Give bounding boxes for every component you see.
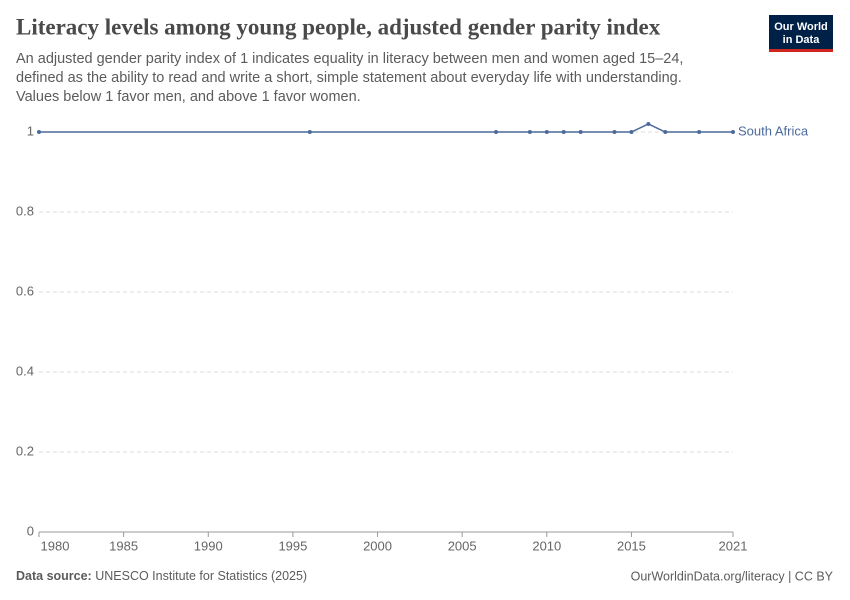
y-tick-label: 0.4 xyxy=(16,363,34,378)
x-tick-label: 1985 xyxy=(109,538,138,553)
logo-text: in Data xyxy=(783,34,821,46)
point xyxy=(494,130,499,134)
source: Data source: UNESCO Institute for Statis… xyxy=(16,569,307,583)
x-tick-label: 2010 xyxy=(532,538,561,553)
line xyxy=(39,123,733,133)
x-tick-label: 1995 xyxy=(278,538,307,553)
point xyxy=(646,122,651,126)
x-tick-label: 2005 xyxy=(448,538,477,553)
x-tick-label: 2021 xyxy=(719,538,748,553)
point xyxy=(561,130,566,134)
subtitle-line: Values below 1 favor men, and above 1 fa… xyxy=(16,89,361,105)
point xyxy=(612,130,617,134)
logo-bar xyxy=(769,49,833,52)
point xyxy=(37,130,41,134)
point xyxy=(307,130,312,134)
point xyxy=(663,130,668,134)
point xyxy=(527,130,532,134)
point xyxy=(544,130,549,134)
logo[interactable] xyxy=(769,15,833,52)
x-tick-label: 1990 xyxy=(194,538,223,553)
logo-text: Our World xyxy=(774,21,828,33)
y-tick-label: 1 xyxy=(27,123,34,138)
series-label: South Africa xyxy=(738,123,809,138)
point xyxy=(629,130,634,134)
y-tick-label: 0 xyxy=(27,523,34,538)
x-tick-label: 2000 xyxy=(363,538,392,553)
y-tick-label: 0.2 xyxy=(16,443,34,458)
source-text: UNESCO Institute for Statistics (2025) xyxy=(95,569,307,583)
source-link[interactable]: OurWorldinData.org/literacy | CC BY xyxy=(631,569,834,583)
subtitle-line: defined as the ability to read and write… xyxy=(16,70,682,86)
point xyxy=(578,130,583,134)
subtitle-line: An adjusted gender parity index of 1 ind… xyxy=(16,51,683,67)
chart-title: Literacy levels among young people, adju… xyxy=(16,14,661,39)
point xyxy=(697,130,702,134)
x-tick-label: 2015 xyxy=(617,538,646,553)
x-tick-label: 1980 xyxy=(41,538,70,553)
point xyxy=(731,130,735,134)
y-tick-label: 0.8 xyxy=(16,203,34,218)
subtitle: An adjusted gender parity index of 1 ind… xyxy=(16,51,683,105)
y-tick-label: 0.6 xyxy=(16,283,34,298)
source-label: Data source: xyxy=(16,569,92,583)
